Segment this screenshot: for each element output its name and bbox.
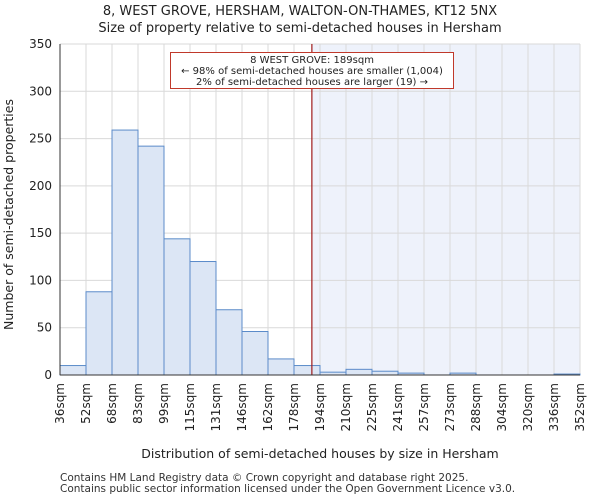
y-tick-label: 0 bbox=[44, 368, 52, 382]
y-tick-label: 200 bbox=[29, 179, 52, 193]
histogram-bar bbox=[163, 238, 191, 376]
x-tick-label: 352sqm bbox=[573, 383, 587, 431]
y-axis-title: Number of semi-detached properties bbox=[1, 99, 16, 330]
x-tick-label: 36sqm bbox=[53, 383, 67, 424]
chart-title: 8, WEST GROVE, HERSHAM, WALTON-ON-THAMES… bbox=[102, 4, 498, 19]
y-tick-label: 350 bbox=[29, 37, 52, 51]
x-tick-label: 241sqm bbox=[391, 383, 405, 431]
histogram-bar bbox=[241, 330, 269, 376]
y-tick-label: 100 bbox=[29, 273, 52, 287]
histogram-chart: 0 50 100 150 200 250 300 350 36sqm 52sqm 68sqm 83sq… bbox=[1, 37, 587, 461]
histogram-bar bbox=[345, 368, 373, 376]
y-tick-label: 150 bbox=[29, 226, 52, 240]
histogram-bar bbox=[293, 365, 321, 376]
x-tick-label: 178sqm bbox=[287, 383, 301, 431]
y-tick-label: 250 bbox=[29, 132, 52, 146]
chart-title-block: 8, WEST GROVE, HERSHAM, WALTON-ON-THAMES… bbox=[0, 3, 600, 37]
x-tick-label: 68sqm bbox=[105, 383, 119, 424]
x-tick-label: 304sqm bbox=[495, 383, 509, 431]
x-axis-title: Distribution of semi-detached houses by … bbox=[141, 446, 498, 461]
histogram-bar bbox=[189, 261, 217, 376]
x-tick-label: 99sqm bbox=[157, 383, 171, 424]
histogram-bar bbox=[137, 145, 165, 376]
chart-subtitle: Size of property relative to semi-detach… bbox=[98, 21, 502, 36]
x-tick-label: 336sqm bbox=[547, 383, 561, 431]
x-tick-label: 194sqm bbox=[313, 383, 327, 431]
x-tick-label: 210sqm bbox=[339, 383, 353, 431]
histogram-bar bbox=[59, 365, 87, 376]
x-tick-label: 52sqm bbox=[79, 383, 93, 424]
x-tick-label: 273sqm bbox=[443, 383, 457, 431]
x-tick-label: 162sqm bbox=[261, 383, 275, 431]
y-tick-label: 300 bbox=[29, 84, 52, 98]
x-tick-label: 225sqm bbox=[365, 383, 379, 431]
x-tick-label: 83sqm bbox=[131, 383, 145, 424]
x-tick-label: 257sqm bbox=[417, 383, 431, 431]
x-tick-label: 320sqm bbox=[521, 383, 535, 431]
footer: Contains HM Land Registry data © Crown c… bbox=[60, 473, 515, 495]
x-tick-label: 115sqm bbox=[183, 383, 197, 431]
histogram-bar bbox=[215, 309, 243, 376]
footer-line-2: Contains public sector information licen… bbox=[60, 483, 516, 495]
annotation-line-smaller: ← 98% of semi-detached houses are smalle… bbox=[181, 66, 443, 77]
histogram-bar bbox=[267, 358, 295, 376]
histogram-bar bbox=[111, 129, 139, 376]
property-annotation: 8 WEST GROVE: 189sqm ← 98% of semi-detac… bbox=[170, 52, 454, 89]
x-tick-label: 131sqm bbox=[209, 383, 223, 431]
x-tick-label: 146sqm bbox=[235, 383, 249, 431]
annotation-line-property: 8 WEST GROVE: 189sqm bbox=[250, 55, 374, 66]
histogram-bar bbox=[371, 370, 399, 376]
footer-line-1: Contains HM Land Registry data © Crown c… bbox=[60, 472, 469, 484]
histogram-bar bbox=[85, 291, 113, 376]
annotation-line-larger: 2% of semi-detached houses are larger (1… bbox=[195, 77, 429, 88]
larger-properties-region bbox=[311, 44, 580, 375]
x-tick-label: 288sqm bbox=[469, 383, 483, 431]
y-tick-label: 50 bbox=[37, 321, 52, 335]
